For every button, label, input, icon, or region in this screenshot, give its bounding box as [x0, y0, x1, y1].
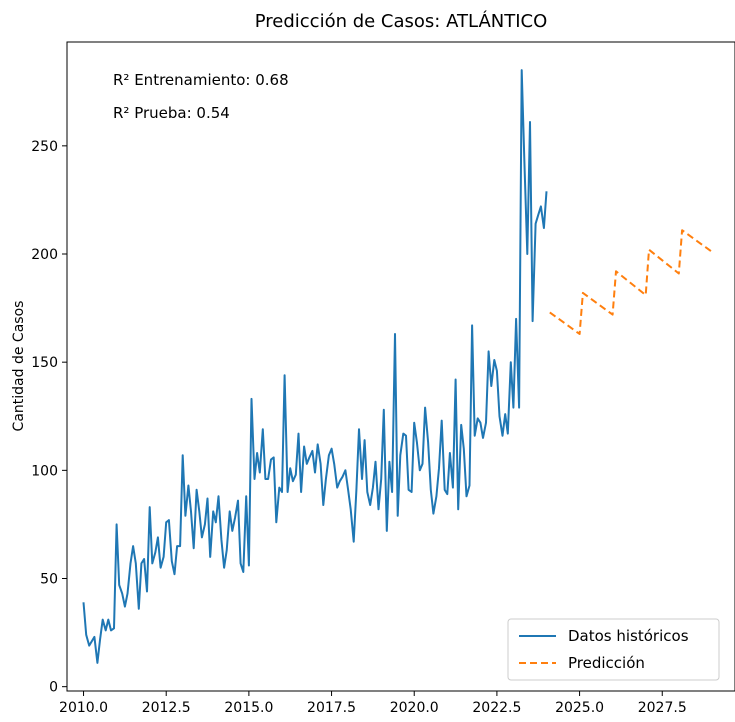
legend-box: [507, 618, 720, 681]
y-tick-label: 0: [49, 680, 58, 696]
x-tick-label: 2017.5: [307, 700, 356, 716]
y-axis: 0 50 100 150 200 250: [31, 139, 67, 696]
x-tick-label: 2027.5: [638, 700, 687, 716]
x-tick-label: 2022.5: [472, 700, 521, 716]
r2-test-annotation: R² Prueba: 0.54: [113, 104, 230, 122]
chart-title: Predicción de Casos: ATLÁNTICO: [255, 10, 548, 32]
legend: Datos históricos Predicción: [507, 618, 720, 681]
y-tick-label: 250: [31, 139, 58, 155]
legend-label-historical: Datos históricos: [568, 627, 689, 645]
x-tick-label: 2015.0: [224, 700, 273, 716]
y-tick-label: 200: [31, 247, 58, 263]
x-tick-label: 2020.0: [390, 700, 439, 716]
x-axis: 2010.0 2012.5 2015.0 2017.5 2020.0 2022.5 2025…: [59, 691, 687, 716]
series-line-historical: [82, 69, 548, 664]
x-tick-label: 2025.0: [555, 700, 604, 716]
plot-frame: [66, 41, 735, 692]
y-tick-label: 150: [31, 355, 58, 371]
y-tick-label: 50: [40, 572, 58, 588]
legend-label-prediction: Predicción: [568, 654, 645, 672]
x-tick-label: 2010.0: [59, 700, 108, 716]
y-axis-label: Cantidad de Casos: [11, 301, 27, 432]
x-tick-label: 2012.5: [142, 700, 191, 716]
series-line-prediction: [549, 229, 713, 335]
r2-train-annotation: R² Entrenamiento: 0.68: [113, 71, 289, 89]
series-layer: [82, 69, 713, 664]
y-tick-label: 100: [31, 463, 58, 479]
